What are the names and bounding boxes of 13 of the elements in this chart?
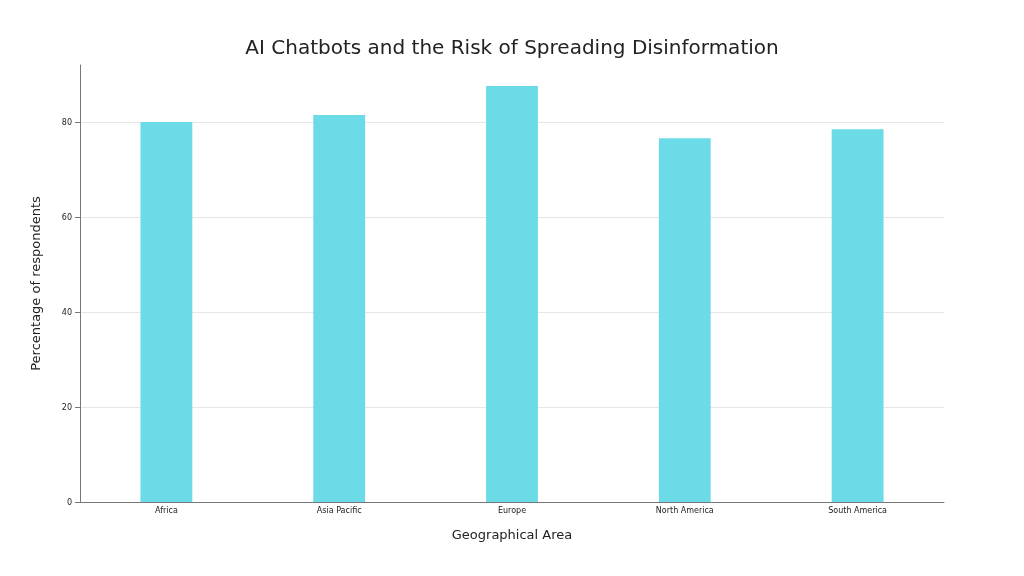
x-tick-label: North America [655,505,714,515]
y-tick-label: 0 [66,497,72,507]
chart-title: AI Chatbots and the Risk of Spreading Disinformation [245,35,779,59]
y-axis-title: Percentage of respondents [28,195,43,371]
x-tick-label: Asia Pacific [316,505,362,515]
y-tick-label: 60 [61,212,72,222]
y-tick-label: 80 [61,117,72,127]
y-tick-label: 20 [61,402,72,412]
x-tick-label: Africa [154,505,178,515]
y-tick-label: 40 [61,307,72,317]
x-axis-title: Geographical Area [451,527,573,542]
x-tick-label: South America [828,505,888,515]
x-tick-label: Europe [497,505,527,515]
